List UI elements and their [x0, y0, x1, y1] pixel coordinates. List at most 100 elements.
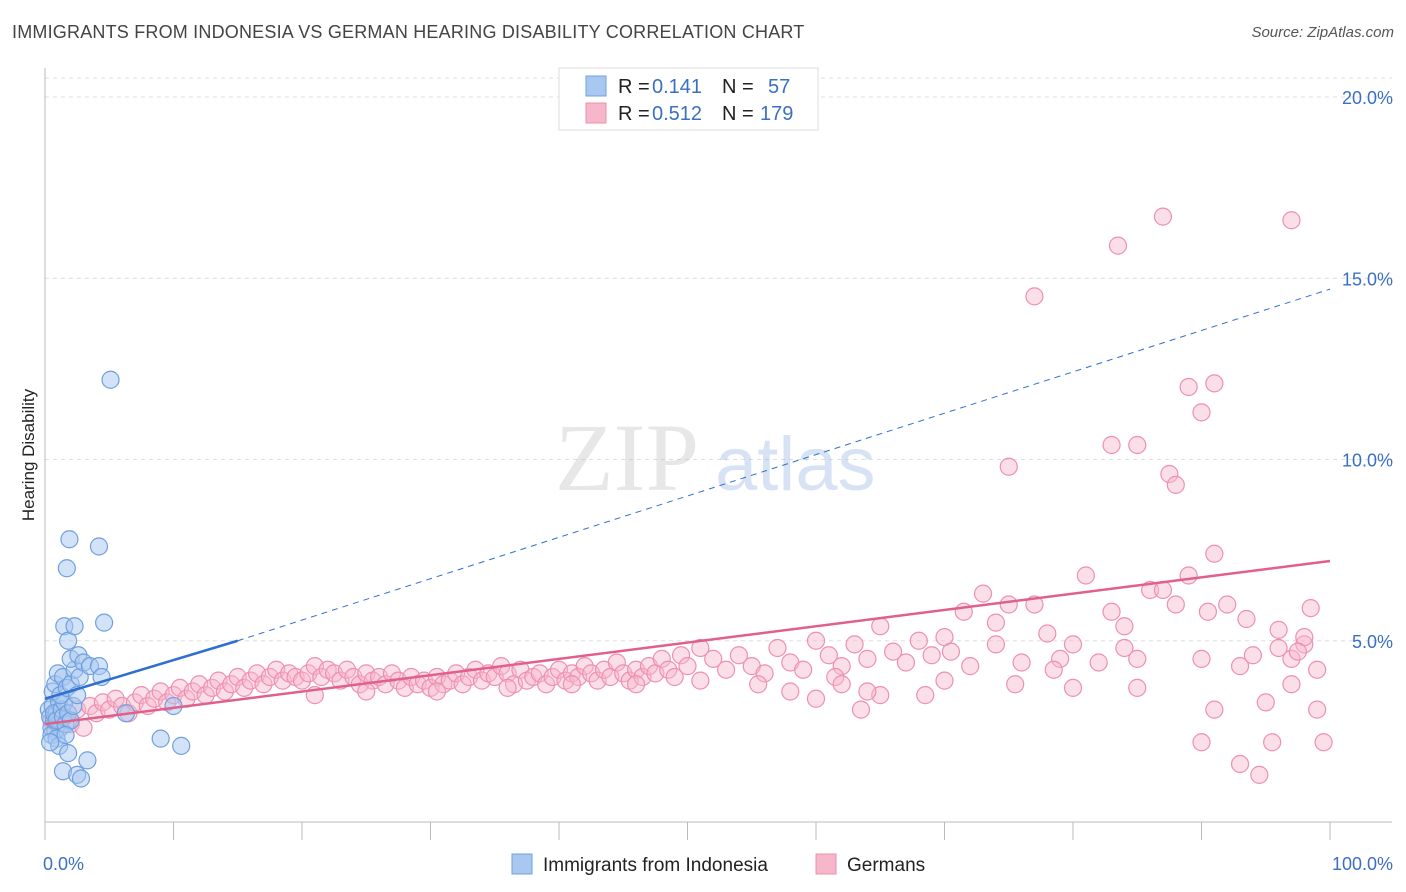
germans-point-39: [292, 671, 312, 690]
germans-point-185: [1179, 377, 1198, 397]
indonesia-point-41: [60, 530, 79, 549]
indonesia-point-52: [151, 729, 170, 748]
germans-point-189: [1108, 236, 1128, 255]
legend-swatch-pink: [585, 102, 607, 124]
indonesia-point-40: [57, 559, 76, 578]
indonesia-point-33: [65, 617, 84, 636]
germans-point-191: [1282, 211, 1301, 230]
germans-point-77: [537, 675, 556, 694]
germans-point-174: [1192, 733, 1211, 752]
germans-point-112: [845, 635, 864, 654]
y-tick-label-2: 15.0%: [1342, 269, 1393, 289]
germans-point-10: [106, 689, 125, 708]
germans-point-114: [871, 617, 890, 636]
germans-point-117: [909, 631, 928, 650]
germans-point-141: [1205, 544, 1224, 563]
germans-point-148: [1295, 635, 1314, 654]
germans-point-103: [729, 646, 749, 665]
germans-point-139: [1179, 566, 1198, 585]
legend-n-label-1: N =: [722, 76, 754, 98]
germans-point-100: [691, 638, 710, 658]
series-legend: Immigrants from Indonesia Germans: [511, 853, 925, 876]
germans-point-132: [1089, 653, 1108, 672]
germans-point-192: [1288, 642, 1307, 661]
germans-point-195: [1115, 638, 1134, 658]
germans-point-183: [1160, 464, 1179, 484]
indonesia-trend-line: [44, 639, 239, 700]
germans-point-152: [427, 682, 447, 701]
indonesia-point-42: [89, 537, 109, 556]
trend-lines: [44, 288, 1331, 726]
germans-point-187: [1205, 374, 1224, 393]
germans-point-162: [935, 671, 954, 690]
germans-point-182: [1128, 435, 1147, 455]
germans-point-116: [896, 653, 916, 672]
germans-point-146: [1269, 638, 1288, 658]
germans-point-155: [626, 675, 646, 694]
indonesia-point-47: [59, 744, 78, 763]
germans-point-110: [819, 646, 838, 665]
correlation-legend: R = 0.141 N = 57 R = 0.512 N = 179: [558, 67, 819, 131]
germans-point-144: [1243, 646, 1263, 665]
germans-point-118: [922, 646, 941, 665]
legend-n-value-2: 179: [760, 103, 793, 125]
x-tick-labels: 0.0% 100.0%: [43, 854, 1393, 874]
germans-point-133: [1102, 602, 1121, 621]
indonesia-point-49: [71, 769, 91, 788]
germans-point-147: [1282, 649, 1301, 668]
germans-point-193: [1301, 599, 1320, 618]
germans-point-156: [691, 671, 710, 690]
y-tick-label-0: 5.0%: [1352, 632, 1393, 652]
bottom-legend-germans: Germans: [847, 855, 925, 876]
germans-point-125: [999, 595, 1018, 614]
germans-point-108: [794, 660, 813, 679]
germans-point-136: [1140, 580, 1160, 600]
germans-point-177: [1263, 733, 1282, 752]
watermark-zip: ZIP: [555, 404, 699, 511]
germans-point-180: [999, 457, 1018, 476]
indonesia-points: [39, 370, 191, 788]
germans-point-101: [704, 649, 723, 668]
germans-point-128: [1038, 624, 1057, 643]
y-axis-label: Hearing Disability: [19, 388, 38, 521]
germans-point-145: [1256, 693, 1275, 712]
indonesia-point-54: [172, 736, 191, 755]
germans-point-161: [916, 686, 935, 705]
germans-point-135: [1128, 649, 1147, 668]
germans-point-159: [851, 700, 871, 719]
germans-point-96: [659, 660, 678, 679]
germans-point-102: [716, 660, 736, 679]
germans-point-149: [1308, 700, 1327, 719]
germans-point-120: [941, 642, 961, 661]
indonesia-point-56: [56, 725, 75, 745]
germans-point-184: [1166, 475, 1185, 494]
germans-point-179: [1237, 609, 1256, 629]
germans-point-196: [858, 682, 877, 701]
legend-n-label-2: N =: [722, 103, 754, 125]
germans-point-157: [749, 675, 768, 694]
germans-point-166: [986, 635, 1006, 654]
germans-point-164: [1128, 678, 1147, 697]
germans-point-171: [1282, 675, 1301, 694]
legend-n-value-1: 57: [768, 76, 790, 98]
x-tick-label-1: 100.0%: [1332, 854, 1393, 874]
indonesia-point-39: [95, 613, 114, 632]
germans-point-113: [858, 649, 877, 668]
germans-point-163: [1006, 675, 1025, 694]
germans-point-33: [254, 675, 273, 694]
germans-point-167: [1044, 660, 1063, 679]
watermark-atlas: atlas: [715, 422, 876, 507]
germans-point-46: [337, 660, 357, 679]
germans-point-131: [1076, 566, 1095, 585]
germans-point-129: [1051, 649, 1070, 668]
germans-point-173: [1314, 733, 1333, 752]
watermark: ZIP atlas: [555, 404, 876, 511]
germans-point-123: [973, 584, 993, 603]
germans-point-130: [1063, 635, 1083, 654]
legend-swatch-blue: [585, 75, 607, 97]
germans-point-138: [1166, 595, 1185, 614]
chart-title: IMMIGRANTS FROM INDONESIA VS GERMAN HEAR…: [12, 22, 805, 42]
germans-point-198: [781, 682, 800, 701]
germans-point-168: [1063, 678, 1083, 697]
